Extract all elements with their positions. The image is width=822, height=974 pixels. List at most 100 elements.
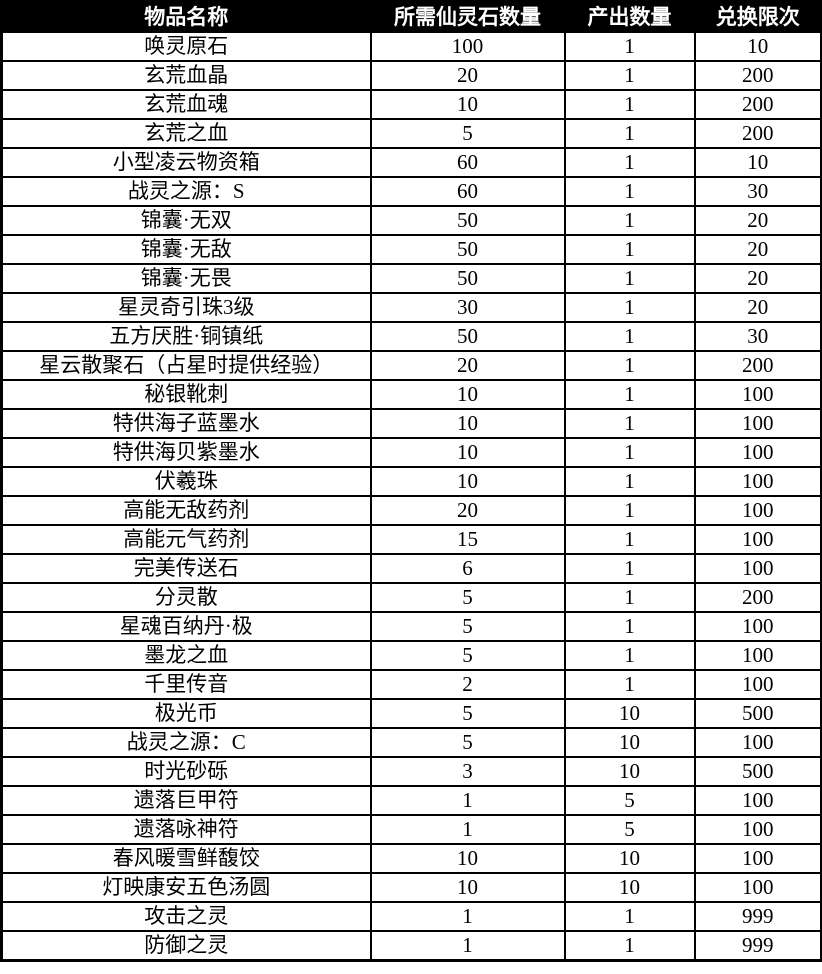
cell-required-stones: 3 [369, 756, 566, 787]
cell-output-quantity: 1 [563, 640, 696, 671]
cell-output-quantity: 1 [563, 524, 696, 555]
cell-exchange-limit: 30 [693, 176, 822, 207]
cell-output-quantity: 1 [563, 89, 696, 120]
column-header-output-quantity: 产出数量 [563, 0, 696, 33]
cell-item-name: 锦囊·无畏 [0, 263, 372, 294]
column-header-exchange-limit: 兑换限次 [693, 0, 822, 33]
cell-exchange-limit: 10 [693, 147, 822, 178]
cell-output-quantity: 1 [563, 930, 696, 962]
table-row: 攻击之灵 1 1 999 [0, 901, 822, 932]
cell-item-name: 遗落咏神符 [0, 814, 372, 845]
cell-output-quantity: 1 [563, 611, 696, 642]
table-header: 物品名称 所需仙灵石数量 产出数量 兑换限次 [0, 0, 822, 33]
cell-required-stones: 10 [369, 89, 566, 120]
table-row: 高能无敌药剂 20 1 100 [0, 495, 822, 526]
cell-required-stones: 50 [369, 205, 566, 236]
cell-exchange-limit: 100 [693, 785, 822, 816]
cell-exchange-limit: 200 [693, 60, 822, 91]
cell-output-quantity: 10 [563, 872, 696, 903]
cell-item-name: 玄荒血晶 [0, 60, 372, 91]
cell-required-stones: 1 [369, 930, 566, 962]
table-row: 星云散聚石（占星时提供经验） 20 1 200 [0, 350, 822, 381]
cell-exchange-limit: 200 [693, 89, 822, 120]
cell-item-name: 完美传送石 [0, 553, 372, 584]
cell-item-name: 唤灵原石 [0, 31, 372, 62]
table-row: 春风暖雪鲜馥饺 10 10 100 [0, 843, 822, 874]
table-row: 遗落巨甲符 1 5 100 [0, 785, 822, 816]
cell-output-quantity: 1 [563, 60, 696, 91]
cell-required-stones: 10 [369, 872, 566, 903]
cell-item-name: 秘银靴刺 [0, 379, 372, 410]
table-row: 特供海子蓝墨水 10 1 100 [0, 408, 822, 439]
cell-output-quantity: 1 [563, 379, 696, 410]
cell-required-stones: 5 [369, 611, 566, 642]
cell-exchange-limit: 200 [693, 118, 822, 149]
table-row: 分灵散 5 1 200 [0, 582, 822, 613]
column-header-item-name: 物品名称 [0, 0, 372, 33]
cell-exchange-limit: 500 [693, 698, 822, 729]
cell-output-quantity: 1 [563, 118, 696, 149]
cell-output-quantity: 10 [563, 727, 696, 758]
cell-item-name: 锦囊·无敌 [0, 234, 372, 265]
cell-output-quantity: 1 [563, 234, 696, 265]
cell-item-name: 攻击之灵 [0, 901, 372, 932]
cell-output-quantity: 10 [563, 843, 696, 874]
cell-output-quantity: 1 [563, 553, 696, 584]
cell-required-stones: 30 [369, 292, 566, 323]
cell-output-quantity: 1 [563, 31, 696, 62]
cell-output-quantity: 1 [563, 437, 696, 468]
table-row: 高能元气药剂 15 1 100 [0, 524, 822, 555]
table-body: 唤灵原石 100 1 10 玄荒血晶 20 1 200 玄荒血魂 10 1 200 玄荒之血 5 1 200 小… [0, 31, 822, 962]
cell-output-quantity: 1 [563, 408, 696, 439]
cell-required-stones: 5 [369, 118, 566, 149]
cell-item-name: 特供海子蓝墨水 [0, 408, 372, 439]
cell-item-name: 高能无敌药剂 [0, 495, 372, 526]
cell-exchange-limit: 20 [693, 292, 822, 323]
table-row: 遗落咏神符 1 5 100 [0, 814, 822, 845]
cell-required-stones: 10 [369, 843, 566, 874]
cell-exchange-limit: 100 [693, 466, 822, 497]
table-row: 完美传送石 6 1 100 [0, 553, 822, 584]
cell-exchange-limit: 100 [693, 495, 822, 526]
cell-output-quantity: 10 [563, 756, 696, 787]
table-row: 锦囊·无双 50 1 20 [0, 205, 822, 236]
cell-output-quantity: 1 [563, 263, 696, 294]
table-row: 小型凌云物资箱 60 1 10 [0, 147, 822, 178]
cell-item-name: 高能元气药剂 [0, 524, 372, 555]
cell-required-stones: 10 [369, 466, 566, 497]
cell-required-stones: 5 [369, 698, 566, 729]
cell-required-stones: 1 [369, 901, 566, 932]
cell-item-name: 战灵之源：S [0, 176, 372, 207]
cell-required-stones: 50 [369, 234, 566, 265]
cell-exchange-limit: 100 [693, 524, 822, 555]
column-header-required-stones: 所需仙灵石数量 [369, 0, 566, 33]
cell-required-stones: 2 [369, 669, 566, 700]
table-row: 五方厌胜·铜镇纸 50 1 30 [0, 321, 822, 352]
cell-output-quantity: 1 [563, 292, 696, 323]
cell-exchange-limit: 100 [693, 640, 822, 671]
cell-output-quantity: 1 [563, 466, 696, 497]
cell-output-quantity: 1 [563, 176, 696, 207]
table-row: 战灵之源：C 5 10 100 [0, 727, 822, 758]
table-row: 星魂百纳丹·极 5 1 100 [0, 611, 822, 642]
cell-required-stones: 100 [369, 31, 566, 62]
cell-output-quantity: 1 [563, 582, 696, 613]
cell-item-name: 锦囊·无双 [0, 205, 372, 236]
cell-required-stones: 5 [369, 727, 566, 758]
cell-item-name: 星灵奇引珠3级 [0, 292, 372, 323]
cell-required-stones: 50 [369, 321, 566, 352]
cell-exchange-limit: 100 [693, 379, 822, 410]
cell-exchange-limit: 999 [693, 901, 822, 932]
cell-exchange-limit: 100 [693, 553, 822, 584]
table-row: 玄荒血魂 10 1 200 [0, 89, 822, 120]
cell-exchange-limit: 30 [693, 321, 822, 352]
cell-output-quantity: 1 [563, 901, 696, 932]
table-row: 玄荒血晶 20 1 200 [0, 60, 822, 91]
cell-exchange-limit: 100 [693, 437, 822, 468]
cell-output-quantity: 5 [563, 785, 696, 816]
table-row: 灯映康安五色汤圆 10 10 100 [0, 872, 822, 903]
cell-required-stones: 20 [369, 495, 566, 526]
cell-exchange-limit: 100 [693, 843, 822, 874]
table-row: 锦囊·无畏 50 1 20 [0, 263, 822, 294]
